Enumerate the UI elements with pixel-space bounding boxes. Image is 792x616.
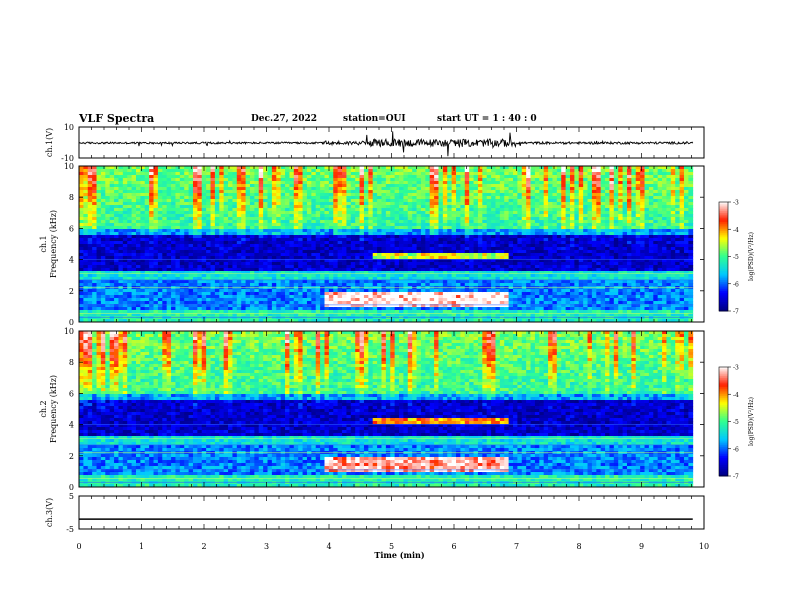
xtick-label: 4 [326,542,331,551]
ch1-spectrogram-ylabel-frequency: Frequency (kHz) [49,210,58,278]
xtick-label: 9 [639,542,644,551]
ch1-spectrogram-ytick-label: 8 [69,193,74,202]
ch1-spectrogram-ytick-label: 4 [69,256,74,265]
ch1-waveform-ytick-label: 10 [64,123,74,132]
ch1-spectrogram-ytick-label: 6 [69,224,74,233]
ch1-spectrogram-colorbar-tick-label: -6 [733,281,739,288]
ch1-spectrogram-ytick-label: 2 [69,287,74,296]
ch2-spectrogram-colorbar-tick-label: -6 [733,446,739,453]
ch1-spectrogram-ylabel-channel: ch.1 [39,235,48,252]
ch1-waveform-ylabel: ch.1(V) [45,128,54,157]
ch2-spectrogram-ytick-label: 2 [69,452,74,461]
xtick-label: 7 [514,542,519,551]
ch2-spectrogram-colorbar-tick-label: -4 [733,392,739,399]
xtick-label: 6 [451,542,456,551]
ch1-spectrogram-colorbar-tick-label: -7 [733,309,739,316]
xtick-label: 1 [139,542,144,551]
ch2-spectrogram-colorbar-tick-label: -7 [733,474,739,481]
xtick-label: 3 [264,542,269,551]
ch2-spectrogram-ylabel-frequency: Frequency (kHz) [49,375,58,443]
ch2-spectrogram-ytick-label: 0 [69,483,74,492]
ch3-waveform-ytick-label: -5 [66,525,74,534]
xtick-label: 0 [76,542,81,551]
ch2-spectrogram-cells [79,331,693,487]
figure-title: VLF Spectra [79,112,154,125]
ch1-spectrogram-colorbar-label: log(PSD)(V²/Hz) [748,232,755,281]
ch1-spectrogram-colorbar-tick-label: -5 [733,254,739,261]
ch2-spectrogram-ytick-label: 8 [69,358,74,367]
start-time-label: start UT = 1 : 40 : 0 [437,114,537,124]
xtick-label: 10 [699,542,709,551]
ch2-spectrogram-colorbar-label: log(PSD)(V²/Hz) [748,397,755,446]
ch2-spectrogram-colorbar-tick-label: -5 [733,419,739,426]
ch3-waveform-ytick-label: 5 [69,492,74,501]
ch1-spectrogram-colorbar-tick-label: -4 [733,227,739,234]
xaxis-label: Time (min) [374,550,424,560]
ch3-waveform-ylabel: ch.3(V) [45,498,54,527]
date-label: Dec.27, 2022 [251,114,317,124]
ch2-spectrogram-ytick-label: 10 [64,327,74,336]
ch1-waveform-trace [79,131,693,156]
ch2-spectrogram-colorbar [719,367,731,477]
ch2-spectrogram-colorbar-tick-label: -3 [733,365,739,372]
xtick-label: 2 [201,542,206,551]
station-label: station=OUI [343,114,406,124]
ch1-spectrogram-colorbar [719,202,731,312]
ch1-spectrogram-ytick-label: 0 [69,318,74,327]
ch1-spectrogram-cells [79,166,693,322]
ch2-spectrogram-ytick-label: 4 [69,421,74,430]
ch1-spectrogram-colorbar-tick-label: -3 [733,200,739,207]
xtick-label: 8 [576,542,581,551]
ch2-spectrogram-ylabel-channel: ch.2 [39,400,48,417]
ch1-spectrogram-ytick-label: 10 [64,162,74,171]
ch2-spectrogram-ytick-label: 6 [69,389,74,398]
